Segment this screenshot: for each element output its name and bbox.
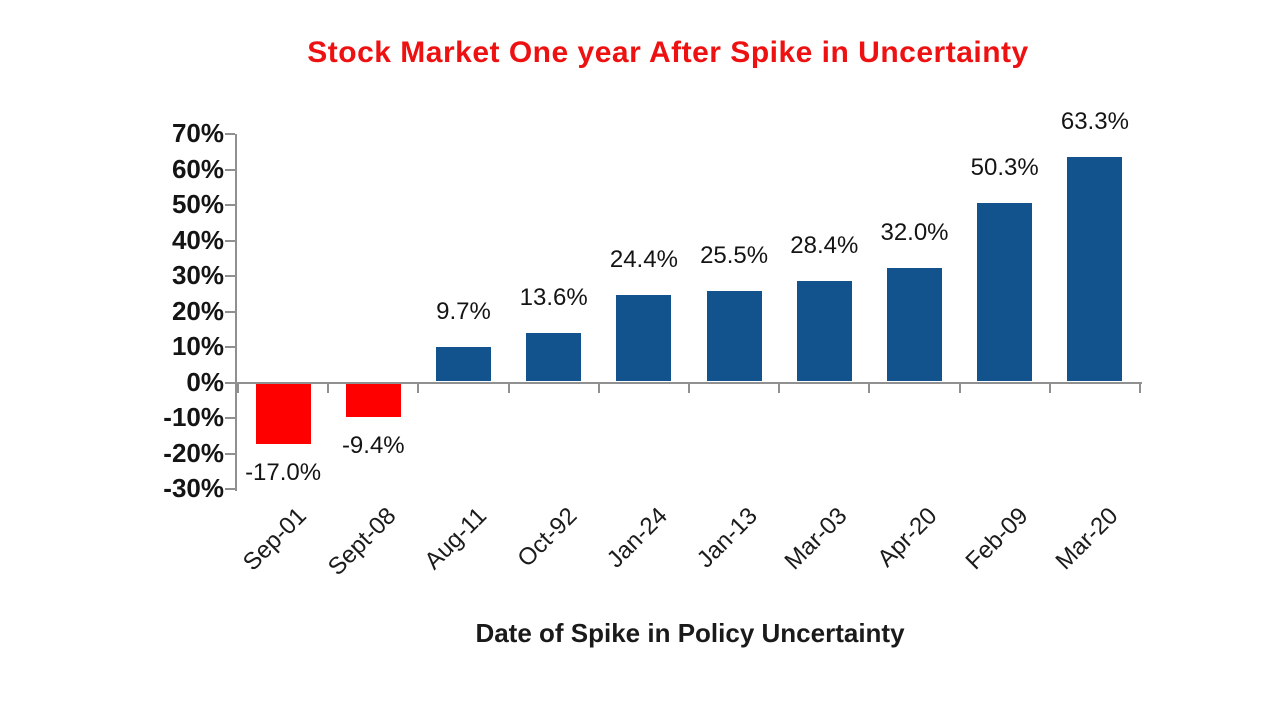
bar: [1067, 156, 1123, 382]
y-tick-label: 40%: [171, 224, 224, 255]
x-axis-tick: [507, 383, 510, 393]
bar-value-label: 9.7%: [436, 298, 491, 326]
y-tick-label: -20%: [163, 437, 224, 468]
y-axis-tick: [225, 381, 235, 384]
x-axis-line: [235, 381, 1142, 384]
y-axis-tick: [225, 488, 235, 490]
y-tick-label: 20%: [171, 295, 224, 326]
bar-value-label: -17.0%: [245, 458, 322, 486]
y-tick-label: 10%: [171, 331, 224, 361]
bar: [616, 294, 672, 382]
x-category-label: Mar-03: [779, 502, 853, 576]
x-axis-tick: [778, 383, 781, 393]
bar: [796, 280, 852, 382]
y-axis-tick: [225, 204, 235, 206]
bar: [977, 202, 1033, 382]
y-tick-label: 70%: [171, 118, 224, 148]
bar-value-label: 50.3%: [970, 153, 1039, 181]
y-axis-tick: [225, 346, 235, 348]
y-axis-tick: [225, 239, 235, 242]
x-axis-tick: [1139, 383, 1141, 393]
bar: [887, 267, 942, 382]
bar-value-label: 28.4%: [790, 231, 859, 259]
y-tick-label: 50%: [171, 189, 224, 219]
y-tick-label: -10%: [163, 402, 224, 432]
x-category-label: Feb-09: [960, 502, 1034, 576]
bar-value-label: 24.4%: [609, 245, 678, 273]
bar-value-label: 25.5%: [700, 241, 769, 269]
bar-value-label: 32.0%: [880, 218, 949, 246]
bar: [436, 347, 491, 382]
bar: [255, 383, 311, 444]
x-axis-tick: [688, 383, 690, 393]
x-axis-tick: [417, 383, 420, 393]
x-category-label: Sep-01: [237, 502, 312, 577]
y-tick-label: 60%: [171, 153, 224, 184]
y-axis-tick: [225, 417, 235, 419]
y-axis-tick: [225, 275, 235, 277]
x-category-label: Jan-13: [691, 502, 763, 574]
x-axis-tick: [868, 383, 871, 393]
y-axis-tick: [225, 310, 235, 313]
chart-title: Stock Market One year After Spike in Unc…: [307, 36, 1029, 69]
bar: [345, 383, 401, 417]
x-category-label: Apr-20: [872, 502, 943, 573]
x-axis-tick: [1048, 383, 1051, 393]
bar-value-label: 13.6%: [519, 284, 588, 312]
y-tick-label: 0%: [186, 366, 224, 397]
x-axis-tick: [958, 383, 961, 393]
x-category-label: Mar-20: [1050, 502, 1124, 576]
x-axis-tick: [237, 383, 239, 393]
bar-value-label: -9.4%: [341, 431, 405, 459]
x-category-label: Sept-08: [323, 502, 402, 581]
y-tick-label: -30%: [163, 473, 224, 503]
x-axis-tick: [597, 383, 600, 393]
y-axis-tick: [225, 168, 235, 171]
bar: [526, 333, 582, 382]
y-axis-tick: [225, 452, 235, 455]
bar: [706, 290, 762, 382]
x-category-label: Oct-92: [512, 502, 583, 573]
x-axis-tick: [327, 383, 330, 393]
y-axis-tick: [225, 133, 235, 135]
x-category-label: Aug-11: [419, 502, 492, 575]
x-category-label: Jan-24: [601, 502, 673, 574]
y-tick-label: 30%: [171, 260, 224, 290]
bar-value-label: 63.3%: [1060, 107, 1129, 135]
x-axis-title: Date of Spike in Policy Uncertainty: [475, 618, 905, 648]
y-axis-line: [235, 134, 237, 491]
